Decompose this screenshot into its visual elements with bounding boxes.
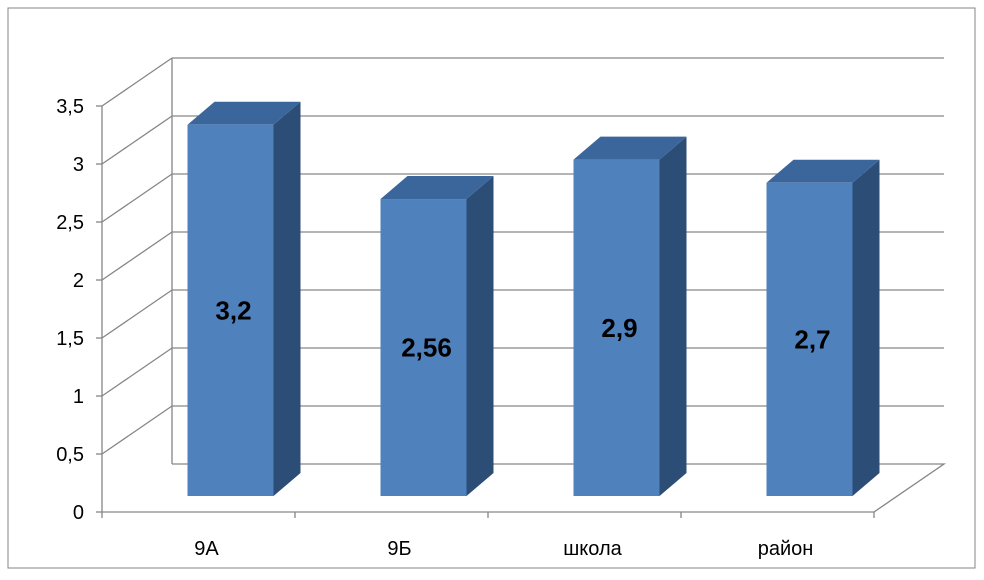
y-tick-label: 0 [73, 502, 84, 524]
y-axis-tick-labels: 0 0,5 1 1,5 2 2,5 3 3,5 [56, 96, 84, 524]
bar-top [766, 159, 880, 183]
axes [96, 58, 947, 518]
bar-top [187, 101, 301, 125]
x-tick-label: школа [563, 538, 622, 560]
y-tick-label: 1,5 [56, 328, 84, 350]
bar-side [852, 159, 880, 497]
gridline-depth [101, 405, 173, 455]
bar [380, 176, 494, 497]
gridline-depth [101, 231, 173, 281]
y-tick-label: 3 [73, 154, 84, 176]
bar [766, 159, 880, 497]
bar-side [659, 136, 687, 496]
data-label: 3,2 [215, 295, 251, 325]
x-tick-label: район [758, 538, 814, 560]
y-tick-label: 2,5 [56, 212, 84, 234]
bar-front [573, 159, 660, 496]
gridline-depth [101, 57, 173, 107]
bar-side [273, 101, 301, 497]
bar-front [380, 199, 467, 497]
bar-top [573, 136, 687, 160]
x-tick-label: 9А [194, 538, 219, 560]
bar-front [766, 182, 853, 497]
data-label: 2,56 [401, 333, 452, 363]
data-labels: 3,2 2,56 2,9 2,7 [215, 295, 830, 362]
data-label: 2,7 [794, 324, 830, 354]
gridline-depth [101, 115, 173, 165]
gridline-depth [101, 173, 173, 223]
y-tick-label: 1 [73, 386, 84, 408]
data-label: 2,9 [601, 313, 637, 343]
bar [573, 136, 687, 496]
x-axis-tick-labels: 9А 9Б школа район [194, 538, 813, 560]
bar-side [466, 176, 494, 497]
y-tick-label: 2 [73, 270, 84, 292]
bar [187, 101, 301, 497]
bars [187, 101, 880, 497]
bar-top [380, 176, 494, 200]
y-tick-label: 3,5 [56, 96, 84, 118]
y-tick-label: 0,5 [56, 444, 84, 466]
gridline-depth [101, 347, 173, 397]
gridline-depth [101, 289, 173, 339]
bar-front [187, 124, 274, 497]
x-tick-label: 9Б [387, 538, 411, 560]
